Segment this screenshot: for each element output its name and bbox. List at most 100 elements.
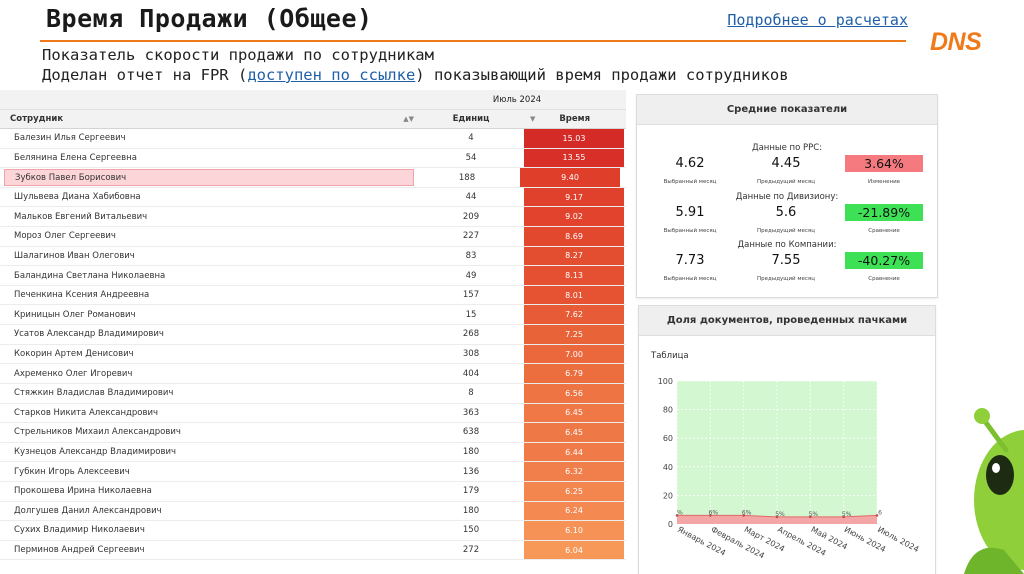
time-cell: 6.10 xyxy=(524,521,624,540)
units-cell: 179 xyxy=(462,486,480,497)
table-row[interactable]: Печенкина Ксения Андреевна 157 8.01 xyxy=(0,285,626,306)
subtitle-line-2: Доделан отчет на FPR (доступен по ссылке… xyxy=(42,66,789,84)
group-label-rrs: Данные по РРС: xyxy=(751,143,823,153)
employee-name: Прокошева Ирина Николаевна xyxy=(14,486,152,497)
table-row[interactable]: Баландина Светлана Николаевна 49 8.13 xyxy=(0,266,626,286)
employee-name: Баландина Светлана Николаевна xyxy=(14,270,166,281)
units-cell: 272 xyxy=(462,545,480,556)
time-cell: 7.62 xyxy=(524,305,624,325)
data-point xyxy=(742,514,745,517)
column-header-time-label: Время xyxy=(559,114,591,124)
data-point xyxy=(709,514,712,517)
table-row[interactable]: Шалагинов Иван Олегович 83 8.27 xyxy=(0,246,626,267)
time-cell: 9.40 xyxy=(520,168,620,187)
average-metrics-panel: Средние показатели Данные по РРС: 4.62 В… xyxy=(636,94,938,298)
column-header-units[interactable]: Единиц xyxy=(452,114,490,124)
table-row[interactable]: Усатов Александр Владимирович 268 7.25 xyxy=(0,325,626,345)
employee-name: Усатов Александр Владимирович xyxy=(14,329,164,340)
table-row[interactable]: Белянина Елена Сергеевна 54 13.55 xyxy=(0,148,626,169)
employee-name: Зубков Павел Борисович xyxy=(4,169,414,186)
batch-docs-chart-panel: Доля документов, проведенных пачками Таб… xyxy=(638,305,936,574)
data-label: 5% xyxy=(809,511,819,518)
time-cell: 13.55 xyxy=(524,148,624,168)
subtitle-line-1: Показатель скорости продажи по сотрудник… xyxy=(42,46,434,64)
report-link[interactable]: доступен по ссылке xyxy=(247,66,416,84)
employee-name: Кокорин Артем Денисович xyxy=(14,349,134,359)
sort-icon[interactable]: ▲▼ xyxy=(403,115,414,123)
time-cell: 8.01 xyxy=(524,285,624,305)
time-cell: 6.24 xyxy=(524,501,624,521)
time-cell: 9.02 xyxy=(524,207,624,227)
table-row[interactable]: Губкин Игорь Алексеевич 136 6.32 xyxy=(0,462,626,482)
units-cell: 209 xyxy=(462,211,480,222)
table-row[interactable]: Прокошева Ирина Николаевна 179 6.25 xyxy=(0,481,626,502)
division-selected-value: 5.91 xyxy=(675,205,705,220)
employee-name: Старков Никита Александрович xyxy=(14,407,159,418)
details-link[interactable]: Подробнее о расчетах xyxy=(727,11,908,29)
column-header-time[interactable]: ▼ Время xyxy=(524,110,624,128)
table-row[interactable]: Мороз Олег Сергеевич 227 8.69 xyxy=(0,227,626,247)
units-cell: 268 xyxy=(462,329,480,340)
table-row[interactable]: Балезин Илья Сергеевич 4 15.03 xyxy=(0,129,626,149)
data-label: 6% xyxy=(742,509,752,516)
page-title: Время Продажи (Общее) xyxy=(46,4,373,33)
units-cell: 54 xyxy=(465,152,477,163)
column-header-employee[interactable]: Сотрудник ▲▼ xyxy=(0,110,418,128)
table-row[interactable]: Шульвева Диана Хабибовна 44 9.17 xyxy=(0,187,626,208)
units-cell: 363 xyxy=(462,407,480,418)
table-row[interactable]: Зубков Павел Борисович 188 9.40 xyxy=(0,168,626,188)
table-row[interactable]: Долгушев Данил Александрович 180 6.24 xyxy=(0,501,626,522)
y-tick-label: 0 xyxy=(668,520,673,529)
units-cell: 308 xyxy=(462,349,480,359)
y-tick-label: 80 xyxy=(663,406,673,415)
period-label: Июль 2024 xyxy=(492,95,542,105)
units-cell: 8 xyxy=(468,388,474,399)
table-row[interactable]: Стяжкин Владислав Владимирович 8 6.56 xyxy=(0,383,626,404)
units-cell: 83 xyxy=(465,250,477,261)
table-row[interactable]: Перминов Андрей Сергеевич 272 6.04 xyxy=(0,540,626,561)
column-header-employee-label: Сотрудник xyxy=(10,114,64,124)
time-cell: 7.00 xyxy=(524,344,624,364)
table-row[interactable]: Старков Никита Александрович 363 6.45 xyxy=(0,403,626,424)
data-point xyxy=(675,514,679,517)
employee-name: Долгушев Данил Александрович xyxy=(14,505,162,516)
time-cell: 6.79 xyxy=(524,364,624,383)
table-row[interactable]: Ахременко Олег Игоревич 404 6.79 xyxy=(0,364,626,384)
area-series-background xyxy=(677,381,877,524)
time-cell: 6.56 xyxy=(524,383,624,403)
chart-table-label[interactable]: Таблица xyxy=(651,351,689,361)
employee-name: Шульвева Диана Хабибовна xyxy=(14,192,141,203)
employee-name: Криницын Олег Романович xyxy=(14,309,136,320)
table-row[interactable]: Криницын Олег Романович 15 7.62 xyxy=(0,305,626,326)
time-cell: 8.27 xyxy=(524,246,624,266)
employee-name: Губкин Игорь Алексеевич xyxy=(14,466,130,477)
employee-table: Июль 2024 Сотрудник ▲▼ Единиц ▼ Время Ба… xyxy=(0,90,626,561)
chart-panel-title: Доля документов, проведенных пачками xyxy=(639,306,935,336)
table-row[interactable]: Кокорин Артем Денисович 308 7.00 xyxy=(0,344,626,365)
time-cell: 15.03 xyxy=(524,129,624,148)
rrs-change-value: 3.64% xyxy=(845,155,923,172)
table-row[interactable]: Мальков Евгений Витальевич 209 9.02 xyxy=(0,207,626,228)
time-cell: 6.45 xyxy=(524,423,624,442)
employee-name: Сухих Владимир Николаевич xyxy=(14,525,145,536)
group-label-company: Данные по Компании: xyxy=(737,240,837,250)
units-cell: 638 xyxy=(462,427,480,438)
employee-name: Печенкина Ксения Андреевна xyxy=(14,290,150,301)
table-row[interactable]: Сухих Владимир Николаевич 150 6.10 xyxy=(0,521,626,541)
table-row[interactable]: Кузнецов Александр Владимирович 180 6.44 xyxy=(0,442,626,463)
company-prev-caption: Предыдущий месяц xyxy=(757,276,815,282)
sort-desc-icon[interactable]: ▼ xyxy=(530,115,536,123)
time-cell: 8.13 xyxy=(524,266,624,285)
data-label: 5% xyxy=(775,511,785,518)
data-label: 6 xyxy=(878,509,882,516)
company-selected-value: 7.73 xyxy=(675,253,705,268)
table-row[interactable]: Стрельников Михаил Александрович 638 6.45 xyxy=(0,423,626,443)
employee-name: Белянина Елена Сергеевна xyxy=(14,152,137,163)
dns-logo: DNS xyxy=(930,28,982,56)
time-cell: 6.32 xyxy=(524,462,624,481)
division-change-value: -21.89% xyxy=(845,204,923,221)
y-tick-label: 40 xyxy=(663,463,673,472)
employee-name: Балезин Илья Сергеевич xyxy=(14,133,126,144)
units-cell: 15 xyxy=(465,309,477,320)
time-cell: 6.44 xyxy=(524,442,624,462)
